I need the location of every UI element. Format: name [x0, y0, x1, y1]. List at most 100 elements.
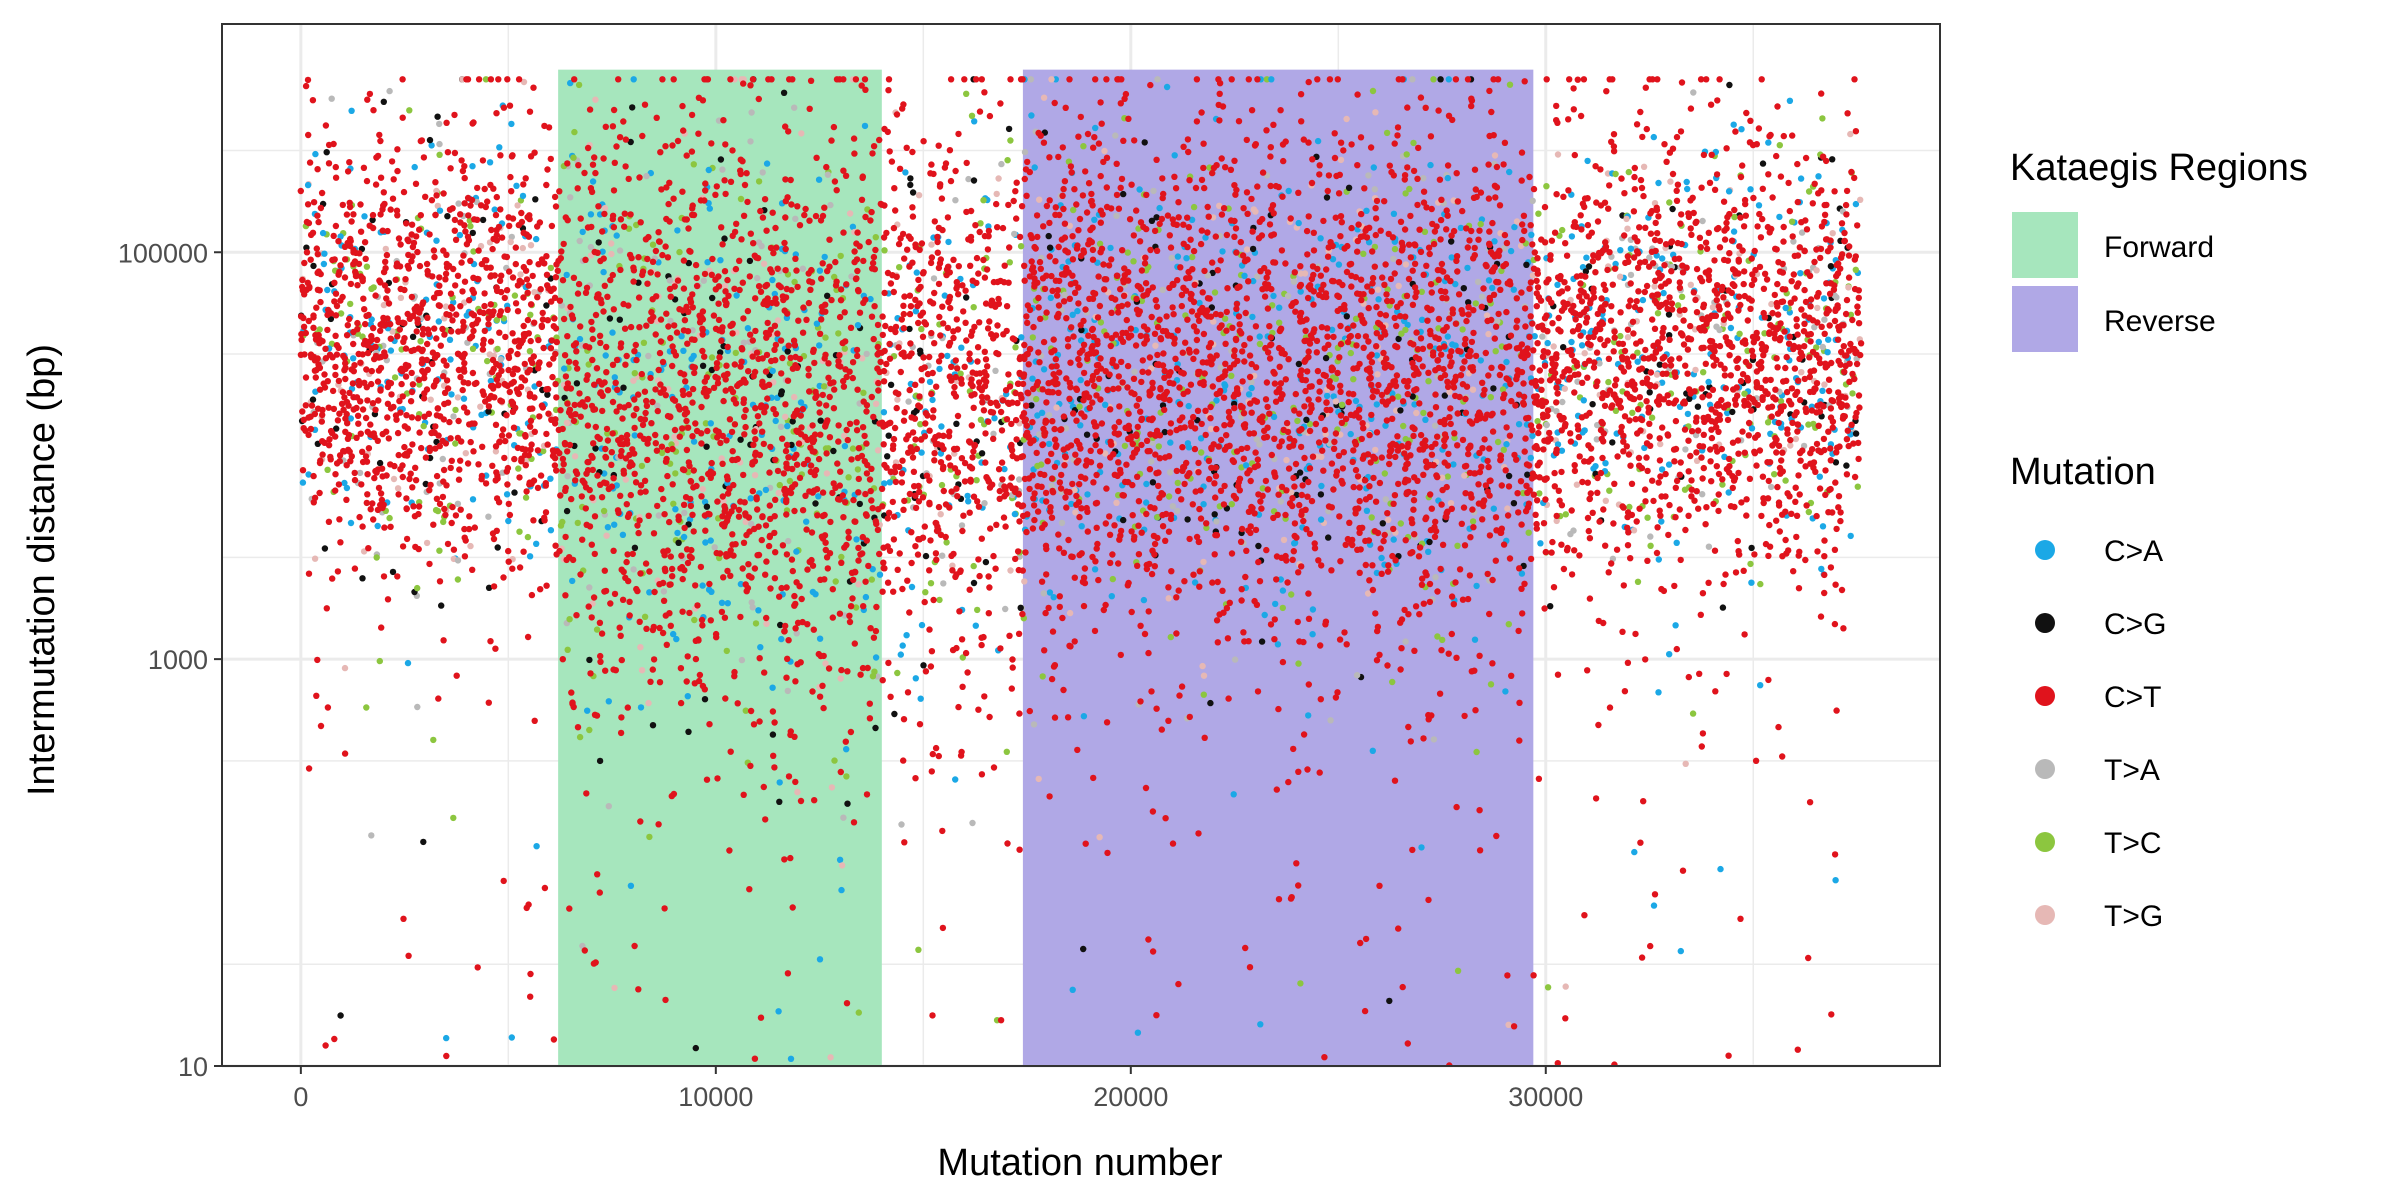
mutation-point — [1382, 422, 1389, 429]
mutation-point — [1849, 390, 1856, 397]
mutation-point — [1849, 370, 1856, 378]
mutation-point — [999, 224, 1007, 232]
mutation-point — [434, 202, 441, 210]
mutation-point — [1720, 198, 1728, 205]
mutation-point — [1735, 355, 1742, 362]
mutation-point — [1022, 549, 1029, 556]
mutation-point — [440, 373, 447, 380]
mutation-point — [1409, 76, 1416, 83]
mutation-point — [1549, 320, 1556, 327]
mutation-point — [461, 553, 469, 560]
mutation-point — [922, 552, 930, 560]
mutation-point — [662, 243, 669, 250]
mutation-point — [1821, 571, 1828, 579]
mutation-point — [633, 356, 640, 364]
mutation-point — [906, 325, 913, 333]
mutation-point — [1035, 775, 1042, 783]
mutation-point — [872, 724, 879, 732]
mutation-point — [506, 511, 514, 519]
mutation-point — [1453, 170, 1460, 177]
mutation-point — [1500, 394, 1507, 402]
mutation-point — [1841, 368, 1848, 375]
mutation-point — [969, 819, 976, 827]
mutation-point — [1216, 117, 1223, 124]
mutation-point — [771, 290, 778, 298]
mutation-point — [624, 704, 631, 711]
mutation-point — [683, 152, 690, 159]
mutation-point — [362, 320, 369, 328]
mutation-point — [394, 167, 401, 175]
mutation-point — [1518, 570, 1526, 577]
mutation-point — [321, 250, 328, 257]
mutation-point — [1631, 848, 1638, 856]
mutation-point — [1788, 218, 1796, 225]
mutation-point — [1090, 350, 1098, 357]
mutation-point — [1677, 128, 1685, 135]
mutation-point — [568, 689, 575, 696]
mutation-point — [1471, 636, 1479, 643]
mutation-point — [1193, 533, 1201, 541]
mutation-point — [356, 469, 364, 477]
mutation-point — [1297, 91, 1305, 98]
mutation-point — [1350, 447, 1357, 454]
mutation-point — [623, 352, 630, 360]
mutation-point — [576, 733, 584, 741]
mutation-point — [516, 528, 523, 535]
mutation-point — [1831, 317, 1839, 325]
mutation-point — [404, 659, 412, 667]
mutation-point — [672, 470, 679, 477]
mutation-point — [1751, 247, 1758, 255]
mutation-point — [850, 496, 857, 504]
mutation-point — [1661, 262, 1668, 269]
mutation-point — [1257, 1021, 1264, 1028]
mutation-point — [1481, 436, 1488, 443]
mutation-point — [1173, 630, 1180, 637]
mutation-point — [1030, 323, 1037, 331]
mutation-point — [1368, 381, 1375, 388]
mutation-point — [401, 320, 408, 327]
mutation-point — [706, 721, 713, 728]
mutation-point — [509, 274, 517, 281]
mutation-point — [1801, 247, 1808, 254]
mutation-point — [970, 562, 977, 570]
mutation-point — [1644, 514, 1651, 521]
mutation-point — [1636, 394, 1644, 401]
mutation-point — [972, 222, 979, 229]
mutation-point — [1012, 188, 1019, 195]
mutation-point — [1325, 534, 1332, 541]
mutation-point — [1129, 440, 1137, 448]
mutation-point — [592, 169, 599, 177]
mutation-point — [970, 177, 978, 184]
mutation-point — [1698, 454, 1705, 461]
mutation-point — [703, 503, 711, 510]
mutation-point — [1230, 791, 1237, 798]
mutation-point — [1711, 342, 1719, 350]
mutation-point — [1249, 245, 1257, 253]
mutation-point — [336, 410, 343, 417]
mutation-point — [1017, 604, 1024, 611]
mutation-point — [874, 321, 882, 329]
mutation-point — [1245, 391, 1253, 398]
mutation-point — [621, 210, 628, 217]
mutation-point — [1487, 248, 1495, 256]
mutation-point — [1373, 401, 1381, 408]
mutation-point — [392, 276, 399, 283]
mutation-point — [729, 456, 736, 464]
mutation-point — [1040, 366, 1048, 373]
mutation-point — [721, 282, 729, 290]
mutation-point — [837, 252, 844, 260]
mutation-point — [872, 627, 880, 635]
mutation-point — [465, 212, 472, 219]
mutation-point — [1471, 667, 1478, 674]
mutation-point — [1635, 406, 1642, 413]
mutation-point — [1434, 433, 1441, 440]
mutation-point — [886, 479, 893, 486]
mutation-point — [623, 558, 630, 566]
mutation-point — [1090, 479, 1097, 486]
mutation-point — [1602, 460, 1609, 467]
mutation-point — [709, 294, 716, 302]
mutation-point — [586, 726, 593, 734]
mutation-point — [1448, 254, 1455, 261]
mutation-point — [1635, 288, 1642, 295]
mutation-point — [855, 475, 862, 483]
